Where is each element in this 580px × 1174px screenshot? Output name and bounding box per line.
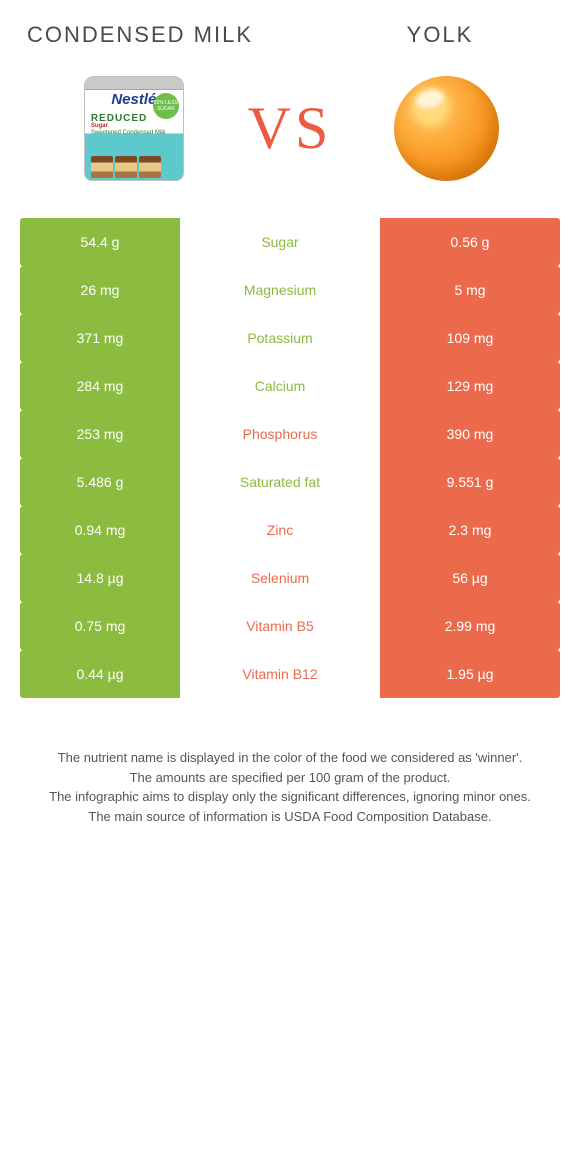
right-title: YOLK <box>320 22 560 48</box>
table-row: 371 mgPotassium109 mg <box>20 314 560 362</box>
vs-label: VS <box>248 94 333 163</box>
table-row: 284 mgCalcium129 mg <box>20 362 560 410</box>
nutrient-name: Selenium <box>180 554 380 602</box>
table-row: 0.44 µgVitamin B121.95 µg <box>20 650 560 698</box>
table-row: 14.8 µgSelenium56 µg <box>20 554 560 602</box>
footer-line: The main source of information is USDA F… <box>30 807 550 827</box>
table-row: 5.486 gSaturated fat9.551 g <box>20 458 560 506</box>
left-value: 54.4 g <box>20 218 180 266</box>
footer-line: The amounts are specified per 100 gram o… <box>30 768 550 788</box>
comparison-table: 54.4 gSugar0.56 g26 mgMagnesium5 mg371 m… <box>20 218 560 698</box>
left-value: 253 mg <box>20 410 180 458</box>
nutrient-name: Phosphorus <box>180 410 380 458</box>
can-line2: Sugar <box>91 123 108 129</box>
can-badge: 25% LESS SUGAR <box>153 93 179 119</box>
footer-line: The infographic aims to display only the… <box>30 787 550 807</box>
left-value: 14.8 µg <box>20 554 180 602</box>
left-value: 5.486 g <box>20 458 180 506</box>
left-value: 0.94 mg <box>20 506 180 554</box>
right-value: 129 mg <box>380 362 560 410</box>
table-row: 0.94 mgZinc2.3 mg <box>20 506 560 554</box>
right-value: 9.551 g <box>380 458 560 506</box>
right-value: 2.99 mg <box>380 602 560 650</box>
left-image: Nestlé REDUCED Sugar Sweetened Condensed… <box>20 68 248 188</box>
right-value: 390 mg <box>380 410 560 458</box>
right-value: 109 mg <box>380 314 560 362</box>
left-title: CONDENSED MILK <box>20 22 260 48</box>
right-value: 1.95 µg <box>380 650 560 698</box>
table-row: 253 mgPhosphorus390 mg <box>20 410 560 458</box>
table-row: 0.75 mgVitamin B52.99 mg <box>20 602 560 650</box>
nutrient-name: Calcium <box>180 362 380 410</box>
left-value: 371 mg <box>20 314 180 362</box>
condensed-milk-icon: Nestlé REDUCED Sugar Sweetened Condensed… <box>84 76 184 181</box>
nutrient-name: Potassium <box>180 314 380 362</box>
nutrient-name: Vitamin B5 <box>180 602 380 650</box>
nutrient-name: Magnesium <box>180 266 380 314</box>
titles-row: CONDENSED MILK YOLK <box>20 22 560 48</box>
nutrient-name: Sugar <box>180 218 380 266</box>
right-value: 5 mg <box>380 266 560 314</box>
left-value: 284 mg <box>20 362 180 410</box>
right-value: 0.56 g <box>380 218 560 266</box>
can-line3: Sweetened Condensed Milk <box>91 130 166 136</box>
left-value: 0.75 mg <box>20 602 180 650</box>
nutrient-name: Zinc <box>180 506 380 554</box>
right-value: 2.3 mg <box>380 506 560 554</box>
table-row: 54.4 gSugar0.56 g <box>20 218 560 266</box>
footer-line: The nutrient name is displayed in the co… <box>30 748 550 768</box>
right-image <box>332 68 560 188</box>
right-value: 56 µg <box>380 554 560 602</box>
left-value: 0.44 µg <box>20 650 180 698</box>
left-value: 26 mg <box>20 266 180 314</box>
images-row: Nestlé REDUCED Sugar Sweetened Condensed… <box>20 68 560 188</box>
nutrient-name: Vitamin B12 <box>180 650 380 698</box>
nutrient-name: Saturated fat <box>180 458 380 506</box>
table-row: 26 mgMagnesium5 mg <box>20 266 560 314</box>
yolk-icon <box>394 76 499 181</box>
footer-notes: The nutrient name is displayed in the co… <box>20 748 560 826</box>
